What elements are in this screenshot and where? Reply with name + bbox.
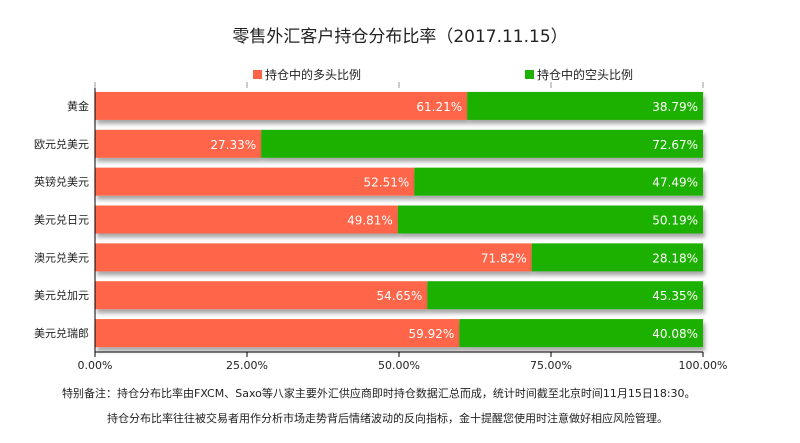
chart-title: 零售外汇客户持仓分布比率（2017.11.15）	[232, 27, 568, 47]
bar-short	[467, 91, 703, 120]
bar-long	[95, 129, 262, 158]
bar-long	[95, 205, 398, 234]
data-label: 49.81%	[347, 214, 393, 228]
x-tick-label: 100.00%	[679, 359, 728, 372]
legend-swatch-long	[253, 70, 262, 79]
data-label: 54.65%	[377, 289, 423, 303]
bar-long	[95, 243, 532, 272]
bar-short	[261, 129, 703, 158]
bar-short	[531, 243, 703, 272]
legend-swatch-short	[525, 70, 534, 79]
data-label: 28.18%	[652, 251, 698, 265]
data-label: 40.08%	[652, 327, 698, 341]
x-tick-label: 25.00%	[226, 359, 268, 372]
legend-label-long: 持仓中的多头比例	[265, 68, 362, 82]
category-label: 美元兑加元	[34, 288, 89, 302]
bar-short	[414, 167, 703, 196]
x-tick-label: 50.00%	[378, 359, 420, 372]
data-label: 52.51%	[363, 176, 409, 190]
legend-label-short: 持仓中的空头比例	[537, 68, 634, 82]
data-label: 45.35%	[652, 289, 698, 303]
data-label: 47.49%	[652, 176, 698, 190]
data-label: 27.33%	[210, 138, 256, 152]
data-label: 61.21%	[416, 100, 462, 114]
data-label: 72.67%	[652, 138, 698, 152]
bar-long	[95, 319, 460, 348]
category-label: 黄金	[67, 99, 89, 113]
category-label: 英镑兑美元	[34, 175, 89, 189]
x-tick-label: 75.00%	[530, 359, 572, 372]
data-label: 50.19%	[652, 214, 698, 228]
footnote-1: 特别备注：持仓分布比率由FXCM、Saxo等八家主要外汇供应商即时持仓数据汇总而…	[62, 387, 696, 400]
data-label: 71.82%	[481, 251, 527, 265]
bar-long	[95, 167, 415, 196]
footnote-2: 持仓分布比率往往被交易者用作分析市场走势背后情绪波动的反向指标，金十提醒您使用时…	[107, 412, 668, 425]
bar-short	[459, 319, 703, 348]
data-label: 59.92%	[409, 327, 455, 341]
data-label: 38.79%	[652, 100, 698, 114]
bar-long	[95, 281, 428, 310]
bar-long	[95, 91, 468, 120]
bar-short	[427, 281, 703, 310]
category-label: 美元兑日元	[34, 213, 89, 227]
legend-long: 持仓中的多头比例	[253, 66, 361, 83]
category-label: 美元兑瑞郎	[34, 326, 89, 340]
legend-short: 持仓中的空头比例	[525, 66, 633, 83]
category-label: 澳元兑美元	[34, 250, 89, 264]
bar-short	[397, 205, 703, 234]
category-label: 欧元兑美元	[34, 137, 89, 151]
x-tick-label: 0.00%	[78, 359, 113, 372]
